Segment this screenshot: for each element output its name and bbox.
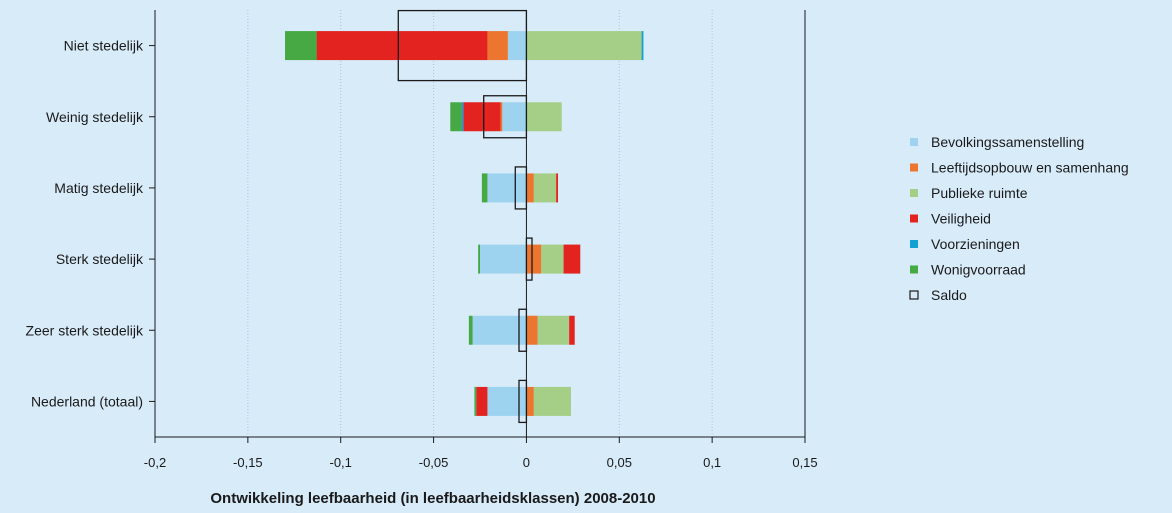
bar-segment <box>526 315 538 345</box>
bar-segment <box>487 31 508 61</box>
bar-segment <box>285 31 317 61</box>
bar-segment <box>526 31 642 61</box>
bar-segment <box>468 315 473 345</box>
bar-segment <box>500 102 503 132</box>
legend-label: Leeftijdsopbouw en samenhang <box>931 160 1129 176</box>
bar-segment <box>472 315 527 345</box>
category-label: Zeer sterk stedelijk <box>26 322 144 338</box>
bar-segment <box>450 102 462 132</box>
legend-swatch <box>910 163 918 172</box>
bar-segment <box>487 386 527 416</box>
legend-swatch <box>910 214 918 223</box>
x-tick-label: 0,05 <box>607 455 632 470</box>
legend-swatch <box>910 138 918 146</box>
bar-segment <box>526 102 562 132</box>
category-label: Sterk stedelijk <box>56 251 144 267</box>
category-label: Matig stedelijk <box>54 180 144 196</box>
bar-segment <box>533 386 571 416</box>
bar-segment <box>502 102 527 132</box>
bar-segment <box>537 315 570 345</box>
bar-segment <box>476 386 488 416</box>
bar-segment <box>487 173 527 203</box>
x-tick-label: -0,05 <box>419 455 449 470</box>
legend-swatch <box>909 290 919 300</box>
legend-label: Wonigvoorraad <box>931 262 1026 278</box>
x-tick-label: 0,15 <box>792 455 817 470</box>
bar-segment <box>526 244 542 274</box>
grid-layer <box>154 10 806 437</box>
legend-swatch <box>910 189 918 197</box>
bar-segment <box>507 31 527 61</box>
legend-layer: Bevolkingssamenstelling Leeftijdsopbouw e… <box>909 134 1129 303</box>
bar-segment <box>526 173 534 203</box>
labels-layer: -0,2 -0,15 -0,1 -0,05 0 0,05 0,1 0,15 Niet stede… <box>26 38 818 470</box>
bar-segment <box>481 173 488 203</box>
legend-swatch <box>910 265 918 274</box>
bar-segment <box>474 386 477 416</box>
bar-segment <box>463 102 501 132</box>
legend-label: Publieke ruimte <box>931 185 1028 201</box>
x-axis-title: Ontwikkeling leefbaarheid (in leefbaarhe… <box>210 490 655 507</box>
x-tick-label: 0,1 <box>703 455 721 470</box>
bar-segment <box>569 315 575 345</box>
saldo-layer <box>397 9 533 424</box>
bar-segment <box>478 244 480 274</box>
bar-segment <box>480 244 527 274</box>
bar-segment <box>541 244 564 274</box>
legend-label: Veiligheid <box>931 211 991 227</box>
bars-layer <box>285 31 644 416</box>
bar-segment <box>461 102 464 132</box>
bar-segment <box>641 31 644 61</box>
bar-segment <box>563 244 581 274</box>
legend-label: Voorzieningen <box>931 236 1020 252</box>
legend-label: Bevolkingssamenstelling <box>931 134 1084 150</box>
bar-segment <box>533 173 557 203</box>
x-tick-label: -0,15 <box>233 455 263 470</box>
category-label: Weinig stedelijk <box>46 109 144 125</box>
bar-segment <box>316 31 488 61</box>
axes-layer <box>149 10 806 443</box>
x-tick-label: -0,1 <box>330 455 352 470</box>
bar-segment <box>526 386 534 416</box>
legend-label: Saldo <box>931 287 967 303</box>
legend-swatch <box>910 240 918 248</box>
category-label: Niet stedelijk <box>64 38 144 54</box>
bar-segment <box>556 173 558 203</box>
category-label: Nederland (totaal) <box>31 393 143 409</box>
x-tick-label: -0,2 <box>144 455 166 470</box>
x-tick-label: 0 <box>523 455 530 470</box>
